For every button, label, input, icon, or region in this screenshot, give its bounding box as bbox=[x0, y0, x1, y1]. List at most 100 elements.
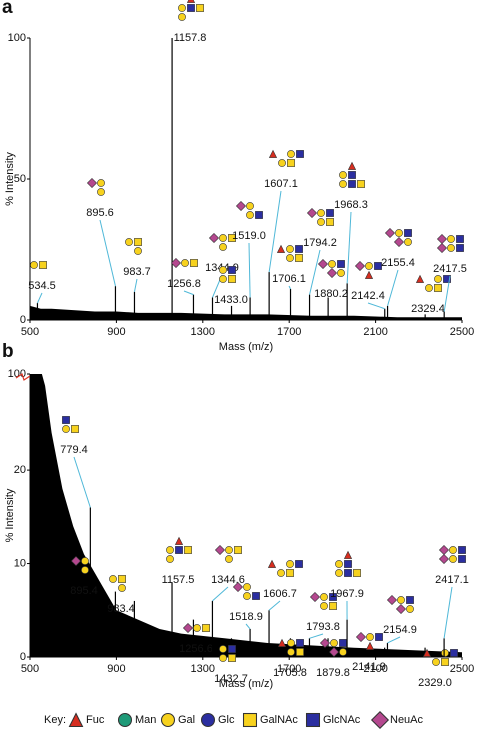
glycan-symbol bbox=[277, 569, 285, 577]
glycan-symbol bbox=[219, 266, 227, 274]
glycan-symbol bbox=[320, 602, 328, 610]
y-tick-label: 50 bbox=[14, 173, 26, 185]
glycan-symbol bbox=[365, 262, 373, 270]
x-tick-label: 500 bbox=[21, 663, 39, 675]
peak-label: 1967.9 bbox=[330, 588, 364, 600]
peak-label: 1607.1 bbox=[264, 178, 298, 190]
glycan-symbol bbox=[309, 591, 321, 603]
glycan-symbol bbox=[228, 266, 236, 274]
glycan-symbol bbox=[436, 233, 448, 245]
glycan-symbol bbox=[228, 275, 236, 283]
glycan-symbol bbox=[456, 244, 464, 252]
glycan-symbol bbox=[319, 637, 331, 649]
glycan-symbol bbox=[97, 179, 105, 187]
glycan-symbol bbox=[286, 245, 294, 253]
glycan-symbol bbox=[447, 235, 455, 243]
peak-label: 1706.1 bbox=[272, 273, 306, 285]
glycan-symbol bbox=[109, 575, 117, 583]
glycan-symbol bbox=[160, 712, 176, 728]
glycan-symbol bbox=[330, 639, 338, 647]
leader-line bbox=[443, 586, 453, 639]
panel-label: b bbox=[2, 341, 14, 362]
glycan-symbol bbox=[170, 257, 182, 269]
glycan-symbol bbox=[166, 546, 174, 554]
glycan-symbol bbox=[235, 200, 247, 212]
glycan-symbol bbox=[228, 654, 236, 662]
glycan-symbol bbox=[219, 645, 227, 653]
glycan-symbol bbox=[348, 171, 356, 179]
glycan-symbol bbox=[296, 648, 304, 656]
glycan-symbol bbox=[326, 218, 334, 226]
glycan-symbol bbox=[432, 658, 440, 666]
peak-label: 1432.7 bbox=[214, 673, 248, 685]
peak-label: 2417.5 bbox=[433, 263, 467, 275]
glycan-symbol bbox=[317, 258, 329, 270]
y-tick-label: 0 bbox=[20, 314, 26, 326]
glycan-symbol bbox=[81, 566, 89, 574]
baseline-envelope bbox=[30, 374, 462, 657]
glycan-symbol bbox=[447, 244, 455, 252]
glycan-symbol bbox=[449, 555, 457, 563]
glycan-symbol bbox=[348, 180, 356, 188]
glycan-symbol bbox=[268, 149, 278, 158]
glycan-symbol bbox=[228, 645, 236, 653]
glycan-symbol bbox=[214, 544, 226, 556]
leader-line bbox=[268, 190, 282, 273]
glycan-symbol bbox=[174, 536, 184, 545]
peak-label: 2155.4 bbox=[381, 257, 415, 269]
glycan-symbol bbox=[443, 275, 451, 283]
peak-label: 983.4 bbox=[107, 603, 135, 615]
glycan-symbol bbox=[375, 633, 383, 641]
glycan-symbol bbox=[434, 284, 442, 292]
key-label: Key: bbox=[44, 714, 66, 726]
glycan-symbol bbox=[71, 425, 79, 433]
peak-label: 1433.0 bbox=[214, 294, 248, 306]
glycan-symbol bbox=[355, 631, 367, 643]
glycan-symbol bbox=[436, 242, 448, 254]
glycan-symbol bbox=[354, 260, 366, 272]
baseline-envelope bbox=[30, 305, 462, 320]
glycan-symbol bbox=[374, 262, 382, 270]
peak-label: 2329.4 bbox=[411, 303, 445, 315]
glycan-symbol bbox=[134, 238, 142, 246]
peak-label: 1256.6 bbox=[179, 643, 213, 655]
glycan-symbol bbox=[422, 648, 432, 657]
glycan-symbol bbox=[434, 275, 442, 283]
glycan-symbol bbox=[287, 159, 295, 167]
x-tick-label: 2100 bbox=[363, 326, 387, 338]
x-tick-label: 2500 bbox=[450, 326, 474, 338]
peak-label: 895.6 bbox=[86, 207, 114, 219]
glycan-symbol bbox=[200, 712, 216, 728]
peak-label: 1518.9 bbox=[229, 611, 263, 623]
key-item: GalNAc bbox=[260, 714, 298, 726]
peak-label: 1519.0 bbox=[232, 230, 266, 242]
peak-label: 1256.8 bbox=[167, 278, 201, 290]
peak-label: 895.4 bbox=[70, 585, 98, 597]
glycan-symbol bbox=[134, 247, 142, 255]
glycan-symbol bbox=[344, 560, 352, 568]
x-tick-label: 900 bbox=[107, 663, 125, 675]
y-tick-label: 20 bbox=[14, 464, 26, 476]
glycan-symbol bbox=[328, 646, 340, 658]
glycan-symbol bbox=[328, 260, 336, 268]
y-axis-title: % Intensity bbox=[4, 152, 16, 206]
glycan-symbol bbox=[178, 4, 186, 12]
glycan-symbol bbox=[458, 546, 466, 554]
glycan-symbol bbox=[366, 633, 374, 641]
peak-label: 2154.9 bbox=[383, 624, 417, 636]
peak-label: 1793.8 bbox=[306, 621, 340, 633]
glycan-symbol bbox=[68, 712, 84, 728]
glycan-symbol bbox=[337, 269, 345, 277]
peak-label: 1157.8 bbox=[174, 32, 207, 44]
glycan-symbol bbox=[395, 603, 407, 615]
glycan-symbol bbox=[255, 211, 263, 219]
leader-line bbox=[212, 586, 229, 602]
leader-line bbox=[288, 285, 291, 290]
glycan-symbol bbox=[317, 209, 325, 217]
peak-label: 1705.8 bbox=[273, 667, 307, 679]
peak-label: 983.7 bbox=[123, 266, 151, 278]
x-axis-title: Mass (m/z) bbox=[219, 678, 273, 690]
glycan-symbol bbox=[339, 171, 347, 179]
glycan-symbol bbox=[347, 161, 357, 170]
glycan-symbol bbox=[317, 218, 325, 226]
